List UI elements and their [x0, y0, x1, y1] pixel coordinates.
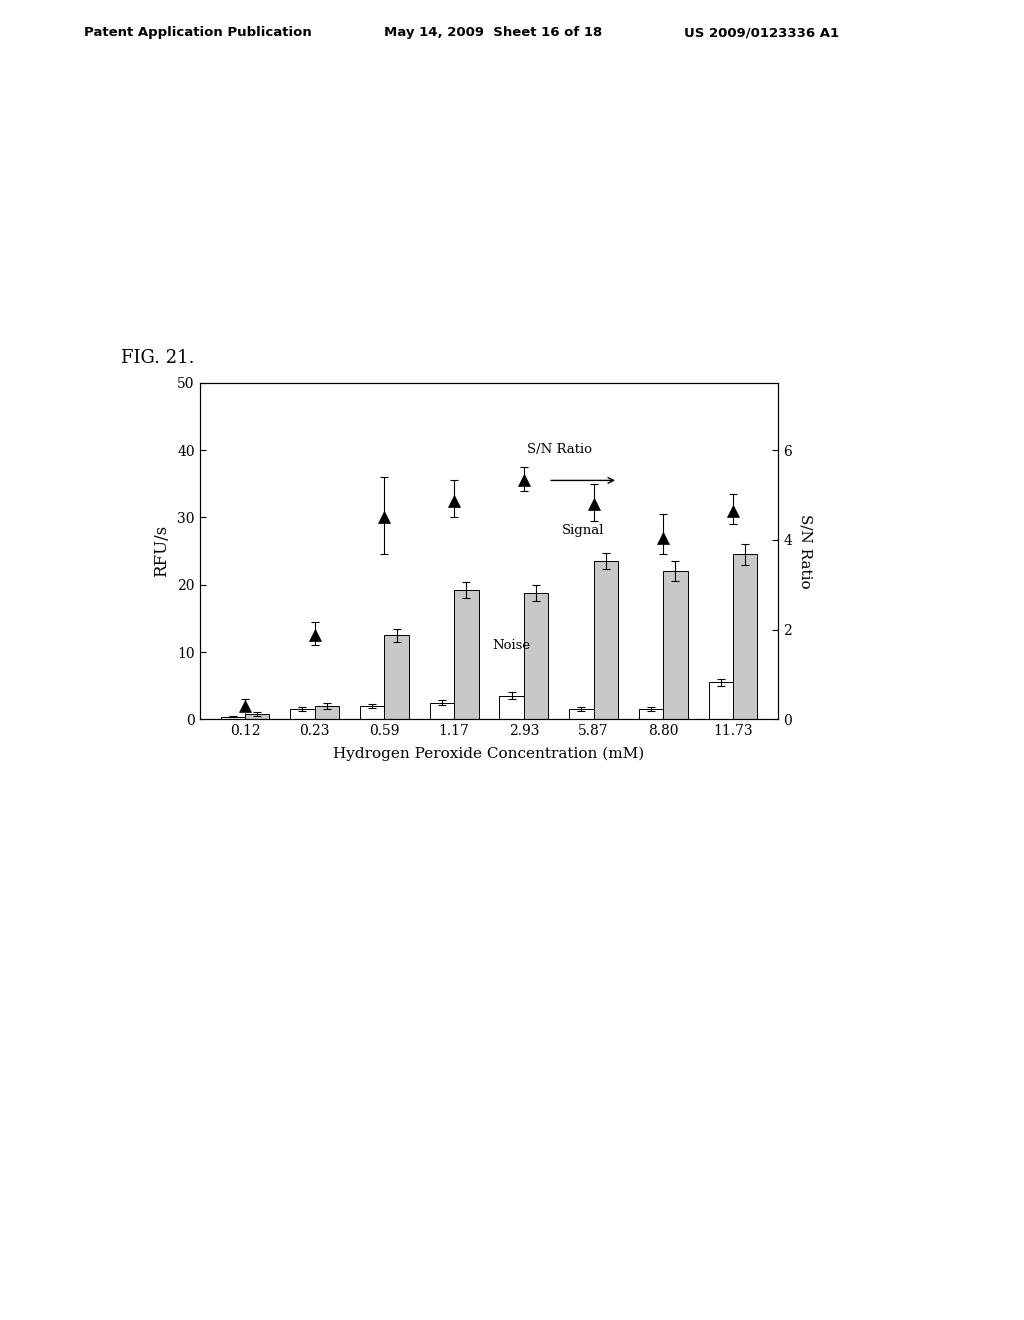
Text: Signal: Signal — [562, 524, 604, 537]
Text: Patent Application Publication: Patent Application Publication — [84, 26, 311, 40]
Bar — [524, 593, 548, 719]
Bar — [290, 709, 314, 719]
Bar — [664, 572, 688, 719]
Bar — [500, 696, 524, 719]
Bar — [594, 561, 617, 719]
Bar — [733, 554, 758, 719]
Bar — [384, 635, 409, 719]
Bar — [454, 590, 478, 719]
Bar — [314, 706, 339, 719]
Text: FIG. 21.: FIG. 21. — [121, 348, 195, 367]
Bar — [430, 702, 454, 719]
Bar — [569, 709, 594, 719]
Bar — [360, 706, 384, 719]
Text: May 14, 2009  Sheet 16 of 18: May 14, 2009 Sheet 16 of 18 — [384, 26, 602, 40]
Bar — [639, 709, 664, 719]
Text: US 2009/0123336 A1: US 2009/0123336 A1 — [684, 26, 839, 40]
Bar — [220, 717, 245, 719]
Text: S/N Ratio: S/N Ratio — [527, 444, 592, 457]
Y-axis label: S/N Ratio: S/N Ratio — [799, 513, 813, 589]
Text: Noise: Noise — [493, 639, 530, 652]
Bar — [709, 682, 733, 719]
Bar — [245, 714, 269, 719]
Y-axis label: RFU/s: RFU/s — [154, 525, 170, 577]
X-axis label: Hydrogen Peroxide Concentration (mM): Hydrogen Peroxide Concentration (mM) — [334, 747, 644, 762]
